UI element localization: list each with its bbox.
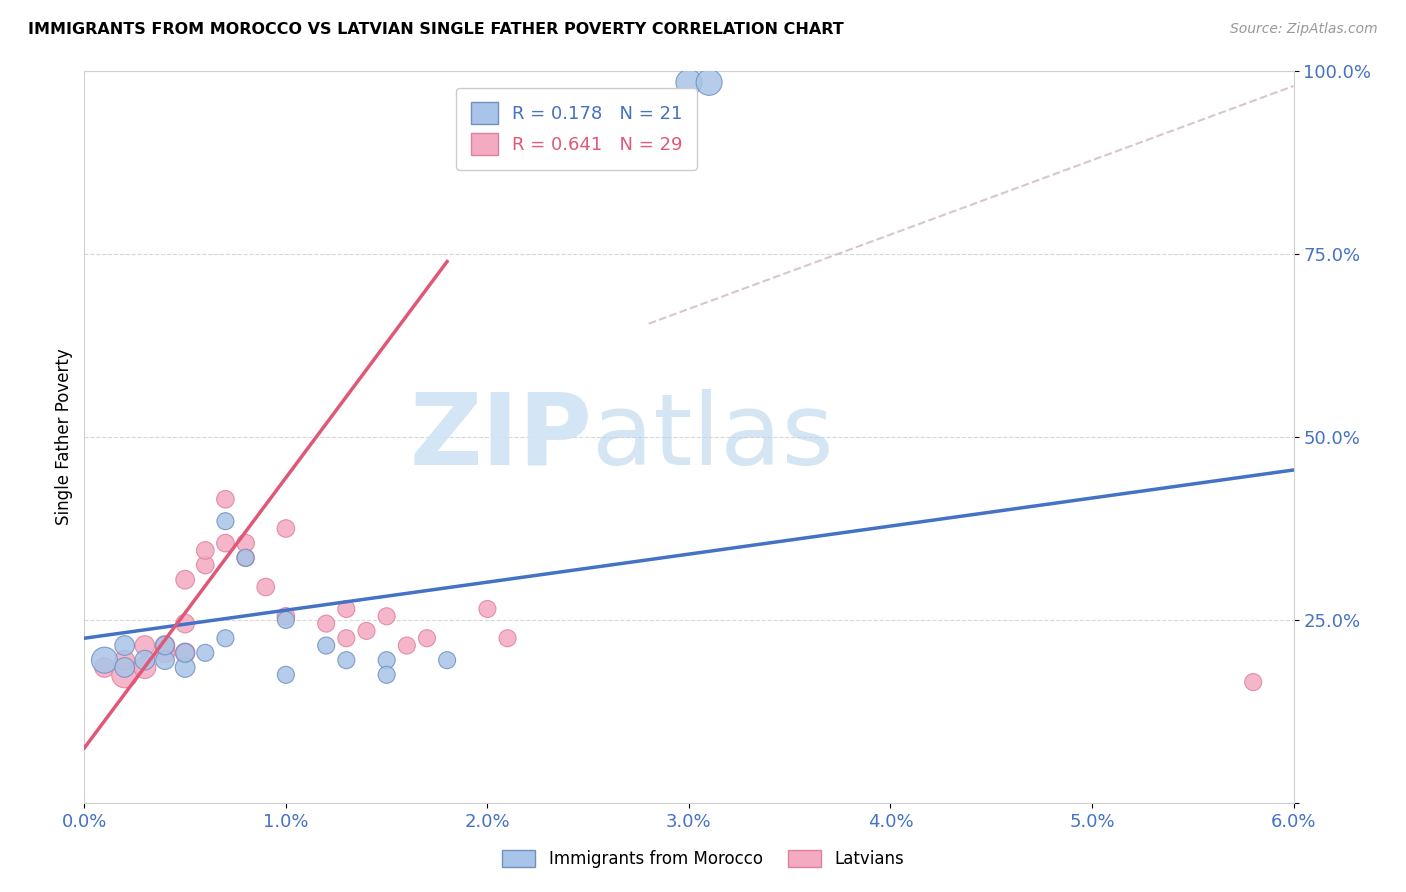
Legend: Immigrants from Morocco, Latvians: Immigrants from Morocco, Latvians [495,843,911,875]
Point [214,492,236,507]
Point [194,558,217,573]
Point [274,667,297,681]
Point [93,653,115,667]
Legend: R = 0.178   N = 21, R = 0.641   N = 29: R = 0.178 N = 21, R = 0.641 N = 29 [456,87,697,169]
Point [375,667,398,681]
Point [375,653,398,667]
Point [335,653,357,667]
Point [436,653,458,667]
Point [496,632,519,646]
Point [477,602,499,616]
Point [335,632,357,646]
Point [174,646,197,660]
Text: Source: ZipAtlas.com: Source: ZipAtlas.com [1230,22,1378,37]
Y-axis label: Single Father Poverty: Single Father Poverty [55,349,73,525]
Point [114,660,136,674]
Text: IMMIGRANTS FROM MOROCCO VS LATVIAN SINGLE FATHER POVERTY CORRELATION CHART: IMMIGRANTS FROM MOROCCO VS LATVIAN SINGL… [28,22,844,37]
Point [678,75,700,89]
Point [134,639,156,653]
Point [153,639,176,653]
Point [274,521,297,535]
Point [416,632,439,646]
Point [356,624,378,638]
Point [194,646,217,660]
Point [194,543,217,558]
Point [134,660,156,674]
Point [697,75,720,89]
Point [174,646,197,660]
Point [114,653,136,667]
Point [235,550,257,565]
Point [214,632,236,646]
Point [335,602,357,616]
Point [153,646,176,660]
Point [274,609,297,624]
Point [274,613,297,627]
Point [235,550,257,565]
Text: ZIP: ZIP [409,389,592,485]
Point [153,639,176,653]
Point [174,616,197,631]
Point [214,514,236,528]
Point [395,639,418,653]
Point [254,580,277,594]
Point [93,660,115,674]
Point [174,573,197,587]
Point [315,616,337,631]
Point [153,653,176,667]
Point [235,536,257,550]
Text: atlas: atlas [592,389,834,485]
Point [375,609,398,624]
Point [134,653,156,667]
Point [214,536,236,550]
Point [315,639,337,653]
Point [114,667,136,681]
Point [1241,675,1264,690]
Point [174,660,197,674]
Point [114,639,136,653]
